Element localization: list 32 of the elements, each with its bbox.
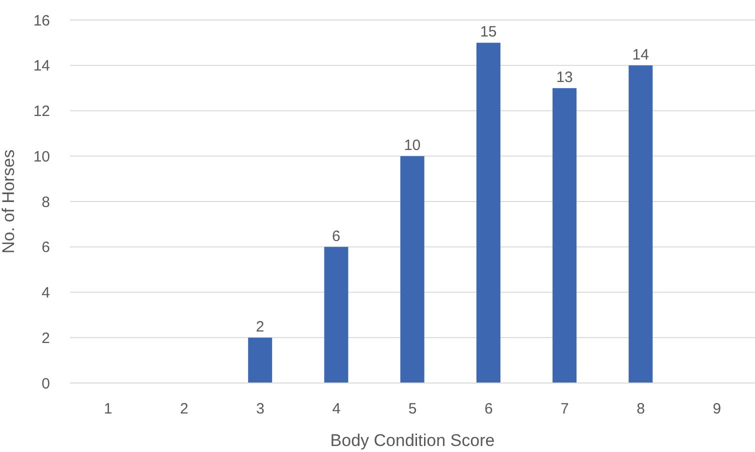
y-tick-label: 12 [33, 103, 50, 120]
y-axis-title: No. of Horses [0, 150, 18, 254]
data-label: 13 [556, 69, 573, 86]
y-tick-label: 14 [33, 58, 50, 75]
data-label: 14 [632, 46, 649, 64]
data-label: 15 [480, 24, 497, 41]
data-label: 6 [332, 228, 340, 245]
x-tick-label: 8 [636, 400, 646, 418]
data-label: 10 [404, 137, 421, 154]
bar [476, 42, 500, 383]
y-tick-label: 6 [42, 239, 50, 256]
x-tick-label: 9 [712, 400, 722, 418]
y-tick-label: 4 [42, 284, 50, 302]
x-tick-label: 7 [560, 400, 569, 418]
y-tick-label: 8 [42, 194, 50, 211]
x-tick-label: 4 [332, 400, 341, 418]
bar [248, 338, 272, 383]
x-tick-label: 6 [484, 400, 493, 418]
x-axis-title: Body Condition Score [330, 431, 495, 450]
y-tick-label: 16 [33, 12, 50, 30]
bar [552, 88, 577, 383]
y-tick-label: 10 [33, 148, 50, 166]
bar [324, 246, 348, 383]
data-label: 2 [256, 318, 264, 336]
x-tick-label: 3 [256, 400, 264, 418]
bar [400, 156, 424, 383]
x-tick-label: 1 [104, 400, 112, 418]
x-tick-label: 2 [180, 400, 188, 418]
y-tick-label: 2 [42, 330, 50, 347]
x-tick-label: 5 [408, 400, 417, 418]
y-tick-label: 0 [42, 375, 50, 392]
bar [628, 65, 653, 383]
